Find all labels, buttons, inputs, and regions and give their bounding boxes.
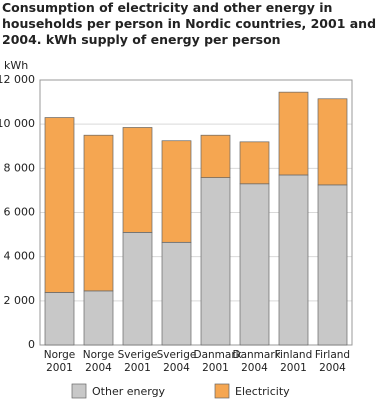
- bar-segment: [200, 134, 231, 178]
- bar-segment: [200, 177, 231, 346]
- y-tick-label: 10 000: [0, 117, 35, 130]
- bar-segment: [44, 117, 75, 293]
- bar-segment: [83, 134, 114, 292]
- bar-segment: [44, 292, 75, 346]
- x-tick-label: Danmark 2004: [232, 349, 281, 374]
- y-tick-label: 6 000: [4, 206, 36, 219]
- legend-swatch: [71, 383, 87, 399]
- bar-segment: [161, 241, 192, 346]
- y-tick-label: 12 000: [0, 73, 35, 86]
- legend-swatch: [214, 383, 230, 399]
- bar-segment: [278, 91, 309, 176]
- y-unit: kWh: [4, 59, 28, 72]
- chart-title: Consumption of electricity and other ene…: [2, 0, 377, 47]
- x-tick-label: Finland 2001: [274, 349, 313, 374]
- legend-label: Other energy: [92, 385, 166, 398]
- bar-segment: [122, 127, 153, 233]
- bar-segment: [83, 290, 114, 346]
- bar-segment: [239, 183, 270, 346]
- x-tick-label: Norge 2001: [43, 349, 76, 374]
- x-tick-label: Sverige 2004: [156, 349, 197, 374]
- bar-segment: [317, 98, 348, 186]
- legend-label: Electricity: [235, 385, 290, 398]
- bar-segment: [122, 232, 153, 346]
- x-tick-label: Norge 2004: [82, 349, 115, 374]
- x-tick-label: Danmark 2001: [193, 349, 242, 374]
- y-tick-label: 2 000: [4, 294, 36, 307]
- bar-segment: [278, 174, 309, 346]
- plot-frame: [39, 79, 353, 346]
- bar-segment: [239, 141, 270, 185]
- y-tick-label: 4 000: [4, 250, 36, 263]
- y-tick-label: 8 000: [4, 161, 36, 174]
- x-tick-label: Firland 2004: [314, 349, 351, 374]
- x-tick-label: Sverige 2001: [117, 349, 158, 374]
- y-tick-label: 0: [28, 338, 35, 351]
- bar-segment: [317, 184, 348, 346]
- bar-segment: [161, 140, 192, 243]
